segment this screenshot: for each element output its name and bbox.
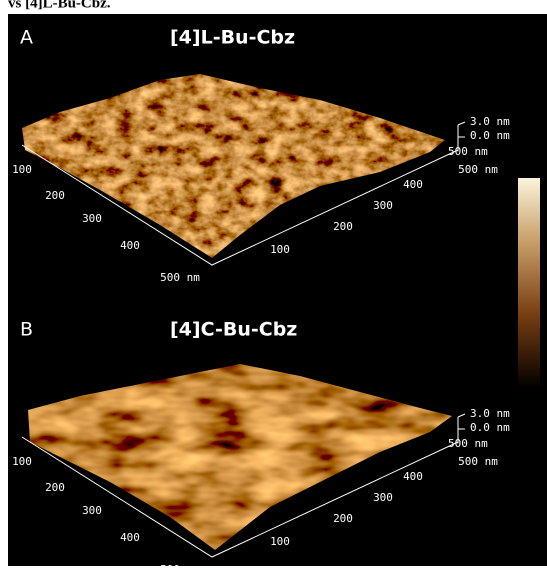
afm-panel: A [4]L-Bu-Cbz 100 200 300 400 500 nm 100 200 300 4… <box>12 27 510 285</box>
afm-panel: B [4]C-Bu-Cbz 100 200 300 400 500 nm 100 200 300 4… <box>12 319 510 577</box>
z-scale-label: 3.0 nm <box>470 407 510 420</box>
y-tick-label: 200 <box>333 512 353 525</box>
y-tick-label: 100 <box>270 243 290 256</box>
axis-frame <box>21 413 466 558</box>
x-tick-label: 300 <box>82 212 102 225</box>
x-tick-label: 200 <box>45 189 65 202</box>
corner-label: 500 nm <box>448 437 488 450</box>
x-tick-label: 400 <box>120 239 140 252</box>
z-scale-label: 0.0 nm <box>470 129 510 142</box>
y-tick-label: 100 <box>270 535 290 548</box>
x-tick-label: 200 <box>45 481 65 494</box>
panels: A [4]L-Bu-Cbz 100 200 300 400 500 nm 100 200 300 4… <box>12 27 510 577</box>
y-tick-label: 500 nm <box>458 163 498 176</box>
panel-title: [4]C-Bu-Cbz <box>170 319 297 341</box>
color-scale-bar <box>518 178 540 386</box>
panel-title: [4]L-Bu-Cbz <box>170 27 295 49</box>
panel-label: B <box>20 319 33 341</box>
caption-fragment: vs [4]L-Bu-Cbz. <box>8 0 111 11</box>
axis-frame <box>21 121 466 266</box>
z-scale-label: 3.0 nm <box>470 115 510 128</box>
y-tick-label: 500 nm <box>458 455 498 468</box>
y-tick-label: 300 <box>373 491 393 504</box>
z-scale-label: 0.0 nm <box>470 421 510 434</box>
x-tick-label: 500 nm <box>160 563 200 576</box>
afm-surface <box>22 74 445 258</box>
x-tick-label: 100 <box>12 455 32 468</box>
x-tick-label: 300 <box>82 504 102 517</box>
x-tick-label: 400 <box>120 531 140 544</box>
y-tick-label: 400 <box>403 178 423 191</box>
x-tick-label: 500 nm <box>160 271 200 284</box>
y-tick-label: 200 <box>333 220 353 233</box>
corner-label: 500 nm <box>448 145 488 158</box>
afm-surface <box>28 364 452 550</box>
y-tick-label: 300 <box>373 199 393 212</box>
panel-label: A <box>20 27 33 49</box>
y-tick-label: 400 <box>403 470 423 483</box>
x-tick-label: 100 <box>12 163 32 176</box>
